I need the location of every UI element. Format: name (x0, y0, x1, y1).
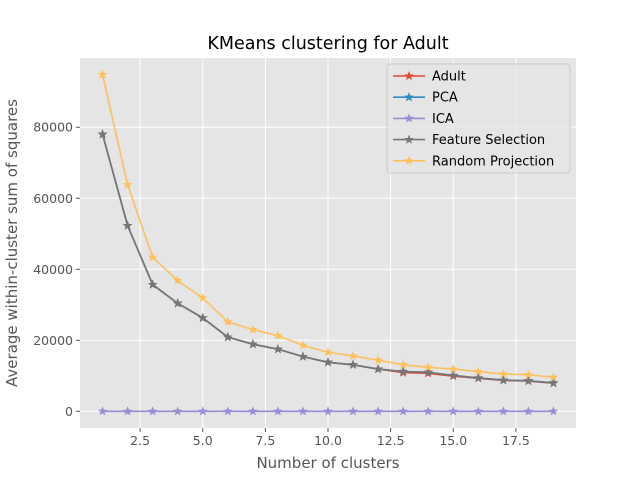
x-axis-title: Number of clusters (256, 454, 399, 472)
data-point-ica (97, 406, 108, 416)
data-point-ica (222, 406, 233, 416)
data-point-ica (298, 406, 308, 416)
data-point-feature-selection (298, 351, 308, 361)
legend-swatch-marker (404, 70, 414, 81)
data-point-feature-selection (348, 359, 358, 369)
data-point-random-projection (298, 340, 308, 350)
data-point-feature-selection (373, 364, 383, 374)
legend-label: Feature Selection (432, 133, 545, 148)
data-point-feature-selection (147, 279, 158, 289)
data-point-random-projection (373, 355, 383, 365)
legend-item-adult: Adult (393, 70, 466, 85)
chart-title: KMeans clustering for Adult (207, 34, 448, 54)
y-axis-title: Average within-cluster sum of squares (3, 99, 21, 387)
data-point-random-projection (172, 275, 183, 285)
data-point-feature-selection (122, 220, 133, 230)
data-point-ica (398, 406, 408, 416)
legend-item-feature-selection: Feature Selection (393, 133, 545, 148)
data-point-random-projection (197, 292, 208, 303)
data-point-ica (248, 406, 258, 416)
y-tick-label: 20000 (33, 333, 73, 348)
y-tick-label: 60000 (33, 191, 73, 206)
data-point-ica (373, 406, 383, 416)
data-point-feature-selection (172, 298, 183, 308)
data-point-ica (197, 406, 208, 416)
x-tick-label: 15.0 (439, 433, 467, 448)
x-tick-label: 10.0 (314, 433, 342, 448)
data-point-ica (473, 406, 484, 416)
data-point-ica (448, 406, 459, 416)
legend-label: Random Projection (432, 154, 554, 169)
data-point-ica (423, 406, 434, 416)
x-tick-label: 5.0 (193, 433, 213, 448)
data-point-random-projection (423, 362, 434, 372)
data-point-feature-selection (448, 370, 459, 380)
data-point-random-projection (523, 369, 534, 379)
data-point-random-projection (147, 252, 158, 262)
legend-swatch-marker (404, 113, 414, 123)
data-point-ica (122, 406, 133, 416)
data-point-feature-selection (197, 312, 208, 323)
data-point-feature-selection (323, 357, 333, 367)
x-tick-label: 12.5 (377, 433, 405, 448)
data-point-feature-selection (222, 332, 233, 342)
legend-item-pca: PCA (393, 91, 458, 106)
data-point-ica (548, 406, 559, 416)
data-point-feature-selection (473, 372, 484, 383)
data-point-ica (348, 406, 358, 416)
legend-item-random-projection: Random Projection (393, 154, 554, 169)
x-tick-label: 7.5 (255, 433, 275, 448)
y-tick-label: 0 (65, 404, 73, 419)
legend-box (386, 63, 571, 174)
legend-item-ica: ICA (393, 112, 454, 127)
legend-swatch-marker (404, 92, 414, 102)
data-point-ica (172, 406, 183, 416)
legend-swatch-marker (404, 155, 414, 165)
data-point-ica (498, 406, 509, 416)
data-point-random-projection (473, 366, 484, 376)
series-ica (97, 406, 559, 416)
data-point-feature-selection (498, 375, 509, 385)
x-axis-ticks: 2.5 5.0 7.5 10.0 12.5 15.0 17.5 (130, 428, 530, 448)
data-point-random-projection (248, 324, 258, 334)
data-point-ica (273, 406, 283, 416)
data-point-random-projection (97, 69, 108, 79)
series-random-projection (97, 69, 559, 382)
legend-swatch-marker (404, 134, 414, 144)
data-point-feature-selection (423, 367, 434, 377)
data-point-feature-selection (523, 375, 534, 385)
data-point-ica (323, 406, 333, 416)
data-point-feature-selection (97, 129, 108, 139)
series-feature-selection (97, 129, 559, 387)
data-point-random-projection (323, 347, 333, 357)
data-point-random-projection (548, 372, 559, 382)
data-point-random-projection (498, 368, 509, 379)
legend-label: PCA (432, 91, 458, 106)
y-tick-label: 40000 (33, 262, 73, 277)
data-point-feature-selection (273, 344, 283, 354)
data-point-random-projection (122, 179, 133, 189)
data-point-random-projection (448, 364, 459, 374)
legend-label: Adult (432, 70, 466, 85)
legend: Adult PCA ICA Feature Selection Random Proje… (386, 63, 571, 174)
data-point-feature-selection (548, 377, 559, 387)
data-point-random-projection (348, 350, 358, 361)
x-tick-label: 2.5 (130, 433, 150, 448)
y-tick-label: 80000 (33, 120, 73, 135)
data-point-ica (523, 406, 534, 416)
data-point-random-projection (222, 316, 233, 326)
data-point-feature-selection (398, 366, 408, 376)
series-layer (97, 69, 559, 416)
data-point-feature-selection (248, 339, 258, 349)
data-point-ica (147, 406, 158, 416)
y-axis-ticks: 0 20000 40000 60000 80000 (33, 120, 80, 419)
data-point-random-projection (398, 359, 408, 369)
data-point-random-projection (273, 330, 283, 340)
x-tick-label: 17.5 (502, 433, 530, 448)
legend-label: ICA (432, 112, 454, 127)
